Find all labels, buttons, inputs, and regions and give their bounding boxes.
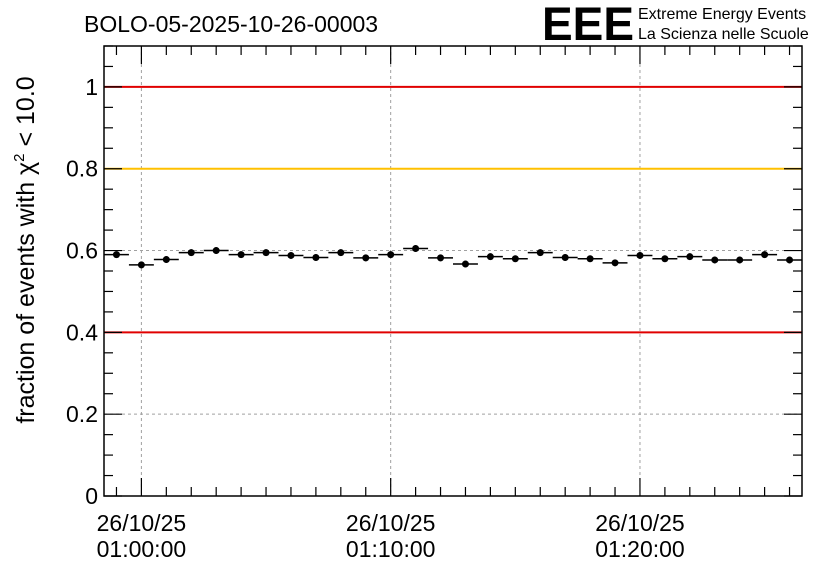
data-point <box>203 247 229 255</box>
data-point <box>178 249 204 257</box>
reference-lines <box>104 85 802 334</box>
data-point <box>652 255 678 263</box>
y-tick-label: 0.2 <box>66 401 98 427</box>
marker <box>536 249 544 257</box>
marker <box>162 256 170 264</box>
marker <box>312 254 320 261</box>
marker <box>736 256 744 264</box>
marker <box>387 251 395 259</box>
y-axis-label-suffix: < 10.0 <box>12 76 40 153</box>
marker <box>362 254 370 262</box>
y-axis-label-superscript: 2 <box>11 153 28 161</box>
marker <box>237 251 245 259</box>
marker <box>212 247 220 255</box>
marker <box>761 251 769 259</box>
marker <box>137 261 145 269</box>
marker <box>636 251 644 259</box>
data-point <box>453 260 478 268</box>
marker <box>337 249 345 257</box>
marker <box>686 253 694 261</box>
eee-logo-line2: La Scienza nelle Scuole <box>638 26 809 43</box>
data-point <box>777 256 802 264</box>
marker <box>486 253 494 261</box>
data-point <box>128 261 154 269</box>
data-point <box>153 256 179 264</box>
y-tick-label: 1 <box>85 74 98 100</box>
marker <box>461 260 469 268</box>
y-tick-label: 0.6 <box>66 238 98 264</box>
x-tick-label-time: 01:10:00 <box>346 536 436 562</box>
marker <box>586 255 594 263</box>
marker <box>661 255 669 263</box>
data-point <box>253 249 279 257</box>
data-point <box>104 251 129 259</box>
x-tick-label-date: 26/10/25 <box>595 510 685 536</box>
data-point <box>328 249 354 257</box>
y-axis-label: fraction of events with χ2 < 10.0 <box>11 76 40 423</box>
data-point <box>577 255 603 263</box>
axis-ticks <box>104 45 802 497</box>
eee-logo-line1: Extreme Energy Events <box>638 6 806 23</box>
data-point <box>602 259 628 267</box>
y-tick-label: 0.8 <box>66 156 98 182</box>
marker <box>287 251 295 259</box>
marker <box>611 259 619 267</box>
data-point <box>502 255 528 263</box>
data-point <box>353 254 379 262</box>
data-point <box>278 251 304 259</box>
data-point <box>428 254 453 262</box>
data-point <box>477 253 503 261</box>
data-point <box>403 245 429 252</box>
x-tick-labels: 26/10/2501:00:0026/10/2501:10:0026/10/25… <box>97 510 685 562</box>
y-tick-label: 0.4 <box>66 319 98 345</box>
x-tick-label-date: 26/10/25 <box>97 510 187 536</box>
y-axis-label-chi-symbol: χ <box>12 162 40 175</box>
data-points <box>104 245 802 269</box>
data-point <box>378 251 404 259</box>
y-tick-label: 0 <box>85 483 98 509</box>
marker <box>187 249 195 257</box>
data-point <box>303 254 329 261</box>
eee-logo-mark: EEE <box>542 0 634 50</box>
data-point <box>702 256 728 264</box>
marker <box>786 256 794 264</box>
data-point <box>627 251 653 259</box>
x-tick-label-time: 01:00:00 <box>97 536 187 562</box>
eee-logo: EEE Extreme Energy Events La Scienza nel… <box>542 0 809 50</box>
data-point <box>727 256 753 264</box>
plot-frame <box>103 45 803 497</box>
data-point <box>752 251 778 259</box>
data-point <box>552 254 578 261</box>
marker <box>262 249 270 257</box>
data-point <box>228 251 254 259</box>
marker <box>412 245 420 252</box>
data-point <box>527 249 553 257</box>
marker <box>561 254 569 261</box>
x-tick-label-time: 01:20:00 <box>595 536 685 562</box>
chart-title: BOLO-05-2025-10-26-00003 <box>84 11 378 37</box>
marker <box>437 254 445 262</box>
y-tick-labels: 0 0.2 0.4 0.6 0.8 1 <box>66 74 98 509</box>
grid <box>104 46 802 496</box>
data-point <box>677 253 703 261</box>
y-axis-label-prefix: fraction of events with <box>12 175 40 424</box>
x-tick-label-date: 26/10/25 <box>346 510 436 536</box>
marker <box>511 255 519 263</box>
marker <box>711 256 719 264</box>
marker <box>112 251 120 259</box>
